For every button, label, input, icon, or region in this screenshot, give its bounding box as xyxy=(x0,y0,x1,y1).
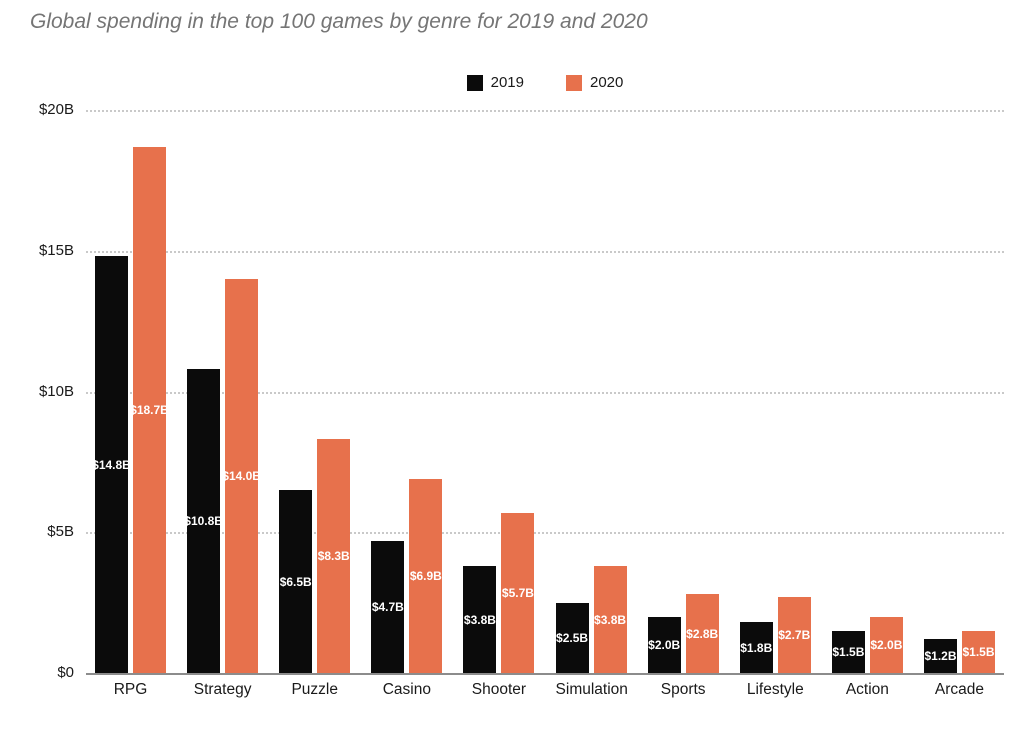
x-tick-label-shooter: Shooter xyxy=(471,681,527,698)
y-tick-label: $5B xyxy=(47,523,74,541)
bar-2019-shooter: $3.8B xyxy=(463,566,497,673)
gridline xyxy=(86,391,1004,394)
bar-group-action: $1.5B $2.0B xyxy=(831,616,903,673)
bar-value-label: $18.7B xyxy=(130,402,169,417)
legend: 2019 2020 xyxy=(86,74,1004,91)
bar-group-rpg: $14.8B $18.7B xyxy=(92,146,169,673)
bar-value-label: $2.0B xyxy=(648,637,681,652)
bar-value-label: $2.8B xyxy=(686,626,719,641)
bar-value-label: $3.8B xyxy=(594,612,627,627)
bar-value-label: $3.8B xyxy=(463,612,496,627)
bar-value-label: $2.7B xyxy=(778,628,811,642)
plot-area: $14.8B $18.7B $10.8B $14.0B $6.5B $8.3B $4.7B $… xyxy=(86,110,1004,675)
x-axis-labels: RPG Strategy Puzzle Casino Shooter Simulation… xyxy=(95,681,995,699)
bar-2019-simulation: $2.5B xyxy=(555,602,589,673)
bar-2019-strategy: $10.8B xyxy=(184,368,223,673)
bar-2019-rpg: $14.8B xyxy=(92,256,131,673)
y-tick-label: $15B xyxy=(38,241,74,259)
bar-2020-lifestyle: $2.7B xyxy=(777,597,811,673)
gridline xyxy=(86,250,1004,253)
bar-value-label: $1.8B xyxy=(740,640,773,655)
bar-2019-sports: $2.0B xyxy=(647,616,681,673)
bar-group-shooter: $3.8B $5.7B xyxy=(463,512,535,673)
bar-2020-shooter: $5.7B xyxy=(501,512,535,673)
chart-title: Global spending in the top 100 games by … xyxy=(30,10,648,33)
bar-2019-puzzle: $6.5B xyxy=(279,490,313,673)
x-tick-label-simulation: Simulation xyxy=(555,681,628,698)
legend-item-2019: 2019 xyxy=(466,74,524,91)
gridline xyxy=(86,110,1004,112)
bar-group-sports: $2.0B $2.8B xyxy=(647,594,719,673)
bar-group-lifestyle: $1.8B $2.7B xyxy=(739,597,811,673)
bar-2020-simulation: $3.8B xyxy=(593,566,627,673)
bar-value-label: $2.5B xyxy=(556,630,589,645)
x-tick-label-strategy: Strategy xyxy=(193,681,252,698)
legend-swatch-2019-icon xyxy=(466,74,483,91)
gridline xyxy=(86,532,1004,535)
x-tick-label-arcade: Arcade xyxy=(934,681,985,698)
bar-group-casino: $4.7B $6.9B xyxy=(371,478,443,673)
legend-item-2020: 2020 xyxy=(566,74,623,91)
bar-group-puzzle: $6.5B $8.3B xyxy=(279,439,351,673)
bar-2020-action: $2.0B xyxy=(869,616,903,673)
bar-2020-strategy: $14.0B xyxy=(222,278,261,673)
legend-swatch-2020-icon xyxy=(566,74,582,91)
bar-value-label: $6.9B xyxy=(409,568,442,583)
bar-value-label: $5.7B xyxy=(501,585,534,600)
bar-group-simulation: $2.5B $3.8B xyxy=(555,566,627,673)
bar-2019-arcade: $1.2B xyxy=(923,639,957,673)
bar-value-label: $10.8B xyxy=(184,513,223,528)
bar-group-strategy: $10.8B $14.0B xyxy=(184,278,261,673)
bars-row: $14.8B $18.7B $10.8B $14.0B $6.5B $8.3B $4.7B $… xyxy=(92,110,995,673)
bar-value-label: $1.5B xyxy=(962,644,995,659)
bar-2020-puzzle: $8.3B xyxy=(317,439,351,673)
y-tick-label: $0 xyxy=(57,664,74,681)
x-tick-label-action: Action xyxy=(845,681,889,698)
bar-value-label: $14.0B xyxy=(222,468,261,483)
x-tick-label-sports: Sports xyxy=(660,681,706,698)
x-tick-label-casino: Casino xyxy=(382,681,431,698)
bar-group-arcade: $1.2B $1.5B xyxy=(923,630,995,673)
x-tick-label-lifestyle: Lifestyle xyxy=(746,681,804,698)
bar-2019-casino: $4.7B xyxy=(371,540,405,673)
x-tick-label-puzzle: Puzzle xyxy=(291,681,338,698)
legend-label-2019: 2019 xyxy=(490,74,524,91)
y-tick-label: $20B xyxy=(38,101,74,118)
bar-2020-arcade: $1.5B xyxy=(961,630,995,673)
bar-2020-casino: $6.9B xyxy=(409,478,443,673)
bar-2020-sports: $2.8B xyxy=(685,594,719,673)
x-tick-label-rpg: RPG xyxy=(113,681,148,698)
bar-value-label: $14.8B xyxy=(92,457,131,472)
y-axis-labels: $20B $15B $10B $5B $0 xyxy=(0,0,74,735)
bar-value-label: $1.5B xyxy=(832,644,865,659)
legend-label-2020: 2020 xyxy=(590,74,624,91)
bar-2019-lifestyle: $1.8B xyxy=(739,622,773,673)
bar-value-label: $4.7B xyxy=(371,599,404,614)
bar-value-label: $2.0B xyxy=(870,637,903,652)
y-tick-label: $10B xyxy=(38,382,74,400)
bar-value-label: $6.5B xyxy=(279,574,312,589)
bar-value-label: $8.3B xyxy=(317,549,350,564)
bar-2020-rpg: $18.7B xyxy=(130,146,169,673)
bar-2019-action: $1.5B xyxy=(831,630,865,673)
bar-value-label: $1.2B xyxy=(924,649,957,664)
